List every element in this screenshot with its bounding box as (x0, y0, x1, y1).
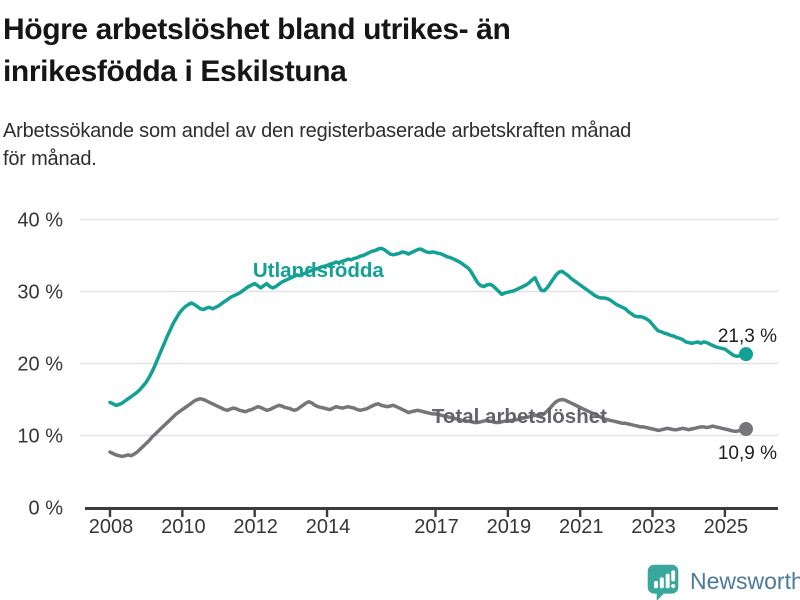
series-end-dot-utlandsfodda (739, 347, 753, 362)
series-end-value-total-arbetsloshet: 10,9 % (718, 443, 777, 464)
page-title-line: inrikesfödda i Eskilstuna (3, 55, 347, 88)
y-tick-label: 10 % (17, 426, 63, 448)
x-tick-label: 2014 (306, 516, 351, 538)
chart-subtitle: Arbetssökande som andel av den registerb… (3, 117, 783, 173)
series-label-utlandsfodda: Utlandsfödda (253, 259, 385, 282)
x-tick-label: 2008 (89, 516, 134, 538)
x-tick-label: 2025 (704, 516, 749, 538)
page-title-line: Högre arbetslöshet bland utrikes- än (3, 13, 511, 46)
series-line-utlandsfodda (108, 246, 748, 408)
chart-subtitle-line: Arbetssökande som andel av den registerb… (3, 120, 632, 142)
x-tick-label: 2017 (414, 516, 459, 538)
y-tick-label: 30 % (17, 282, 63, 304)
x-tick-label: 2010 (161, 516, 206, 538)
newsworthy-logo: Newsworthy (645, 563, 800, 600)
series-end-value-utlandsfodda: 21,3 % (718, 326, 777, 347)
x-tick-label: 2023 (631, 516, 676, 538)
y-tick-label: 0 % (29, 498, 64, 520)
newsworthy-logo-text: Newsworthy (690, 568, 800, 594)
series-end-dot-total-arbetsloshet (739, 422, 753, 437)
x-tick-label: 2012 (233, 516, 278, 538)
x-tick-label: 2021 (559, 516, 604, 538)
x-tick-label: 2019 (487, 516, 532, 538)
y-tick-label: 40 % (17, 210, 63, 232)
series-line-total-arbetsloshet (108, 397, 748, 459)
series-label-total-arbetsloshet: Total arbetslöshet (432, 405, 607, 428)
bar-chart-speech-bubble-icon (647, 564, 679, 600)
chart-subtitle-line: för månad. (3, 148, 97, 170)
page-title: Högre arbetslöshet bland utrikes- än inr… (3, 9, 743, 93)
y-tick-label: 20 % (17, 354, 63, 376)
